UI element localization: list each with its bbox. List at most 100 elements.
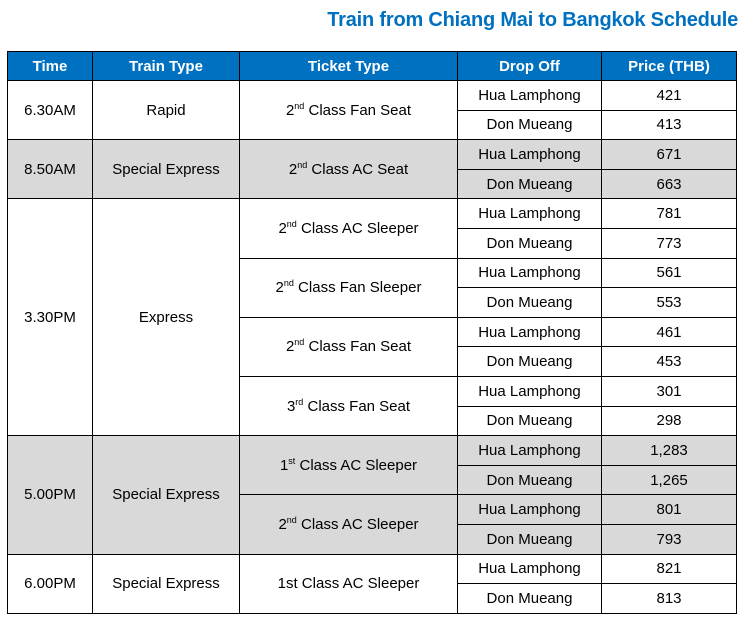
- drop-off-cell: Don Mueang: [457, 227, 602, 259]
- drop-off-cell: Hua Lamphong: [457, 316, 602, 348]
- ticket-type-cell: 2nd Class AC Seat: [239, 139, 458, 200]
- table-row: Don Mueang 553: [8, 287, 737, 318]
- ticket-type-cell: 2nd Class Fan Seat: [239, 316, 458, 377]
- ordinal-suffix: st: [288, 455, 296, 466]
- drop-off-cell: Don Mueang: [457, 168, 602, 200]
- ticket-type-cell: 1st Class AC Sleeper: [239, 553, 458, 614]
- price-cell: 793: [601, 523, 737, 555]
- drop-off-cell: Don Mueang: [457, 523, 602, 555]
- ordinal-suffix: nd: [286, 514, 297, 525]
- table-row: 3rd Class Fan Seat Hua Lamphong 301: [8, 375, 737, 437]
- table-row: Don Mueang 453: [8, 346, 737, 377]
- ticket-description: Class Fan Seat: [304, 338, 412, 356]
- drop-off-cell: Hua Lamphong: [457, 139, 602, 170]
- ticket-class: 2: [288, 160, 298, 178]
- price-cell: 301: [601, 375, 737, 407]
- header-ticket-type: Ticket Type: [239, 51, 458, 81]
- ticket-description: Class AC Sleeper: [296, 515, 419, 533]
- ordinal-suffix: nd: [294, 100, 305, 111]
- table-row: 5.00PM Special Express 1st Class AC Sleepe…: [7, 435, 737, 555]
- table-row: 2nd Class Fan Sleeper Hua Lamphong 561: [8, 257, 737, 318]
- drop-off-cell: Hua Lamphong: [457, 494, 602, 525]
- price-cell: 781: [601, 198, 737, 229]
- train-type-cell: Special Express: [92, 553, 240, 614]
- drop-off-cell: Don Mueang: [457, 464, 602, 496]
- ordinal-suffix: nd: [286, 218, 297, 229]
- drop-off-cell: Don Mueang: [457, 346, 602, 377]
- schedule-body: 6.30AM Rapid 2nd Class Fan Seat Hua Lamphon…: [7, 79, 737, 614]
- ticket-description: Class Fan Sleeper: [293, 279, 422, 297]
- header-row: Time Train Type Ticket Type Drop Off Pri…: [7, 51, 737, 81]
- header-train-type: Train Type: [92, 51, 240, 81]
- ordinal-suffix: nd: [294, 337, 305, 348]
- ticket-class: 2: [278, 219, 287, 237]
- drop-off-cell: Hua Lamphong: [457, 257, 602, 289]
- table-row: Don Mueang 663: [8, 168, 737, 200]
- ticket-class: 2: [278, 515, 287, 533]
- price-cell: 561: [601, 257, 737, 289]
- table-row: Don Mueang 413: [8, 109, 737, 141]
- time-cell: 3.30PM: [7, 198, 93, 437]
- ordinal-suffix: nd: [297, 159, 308, 170]
- price-cell: 1,283: [601, 435, 737, 466]
- header-time: Time: [7, 51, 93, 81]
- table-row: Don Mueang 813: [8, 583, 737, 614]
- ticket-description: Class AC Sleeper: [296, 219, 419, 237]
- price-cell: 813: [601, 583, 737, 614]
- time-cell: 5.00PM: [7, 435, 93, 555]
- header-drop-off: Drop Off: [457, 51, 602, 81]
- ticket-description: Class AC Seat: [307, 160, 409, 178]
- drop-off-cell: Don Mueang: [457, 109, 602, 141]
- price-cell: 801: [601, 494, 737, 525]
- time-cell: 6.00PM: [7, 553, 93, 614]
- ticket-class: 3: [286, 397, 296, 415]
- table-row: Don Mueang 793: [8, 523, 737, 555]
- ticket-class: 2: [275, 279, 284, 297]
- price-cell: 773: [601, 227, 737, 259]
- price-cell: 421: [601, 80, 737, 111]
- train-type-cell: Express: [92, 198, 240, 437]
- drop-off-cell: Hua Lamphong: [457, 375, 602, 407]
- table-row: Don Mueang 298: [8, 405, 737, 437]
- price-cell: 1,265: [601, 464, 737, 496]
- ticket-description: Class Fan Seat: [304, 101, 412, 119]
- drop-off-cell: Hua Lamphong: [457, 553, 602, 585]
- header-price: Price (THB): [601, 51, 737, 81]
- ticket-type-cell: 2nd Class Fan Seat: [239, 79, 458, 141]
- drop-off-cell: Don Mueang: [457, 405, 602, 437]
- price-cell: 413: [601, 109, 737, 141]
- drop-off-cell: Hua Lamphong: [457, 435, 602, 466]
- price-cell: 821: [601, 553, 737, 585]
- table-row: 2nd Class AC Sleeper Hua Lamphong 801: [8, 494, 737, 555]
- ticket-description: Class Fan Seat: [303, 397, 411, 415]
- price-cell: 461: [601, 316, 737, 348]
- ticket-class: 2: [285, 101, 295, 119]
- ticket-type-cell: 3rd Class Fan Seat: [239, 375, 458, 437]
- time-cell: 6.30AM: [7, 79, 93, 141]
- train-type-cell: Rapid: [92, 79, 240, 141]
- ticket-type-cell: 1st Class AC Sleeper: [239, 435, 458, 496]
- drop-off-cell: Hua Lamphong: [457, 80, 602, 111]
- table-row: 6.30AM Rapid 2nd Class Fan Seat Hua Lamphon…: [7, 79, 737, 141]
- table-row: 8.50AM Special Express 2nd Class AC Seat Hu…: [7, 139, 737, 200]
- table-row: 3.30PM Express 2nd Class AC Sleeper Hua Lam…: [7, 198, 737, 437]
- time-cell: 8.50AM: [7, 139, 93, 200]
- ticket-type-cell: 2nd Class AC Sleeper: [239, 198, 458, 259]
- price-cell: 453: [601, 346, 737, 377]
- ticket-class: 1: [279, 456, 289, 474]
- schedule-table: Time Train Type Ticket Type Drop Off Pri…: [7, 51, 737, 614]
- train-type-cell: Special Express: [92, 435, 240, 555]
- ticket-class: 2: [285, 338, 295, 356]
- train-type-cell: Special Express: [92, 139, 240, 200]
- ticket-class: 1st Class AC Sleeper: [277, 575, 420, 593]
- drop-off-cell: Hua Lamphong: [457, 198, 602, 229]
- price-cell: 671: [601, 139, 737, 170]
- price-cell: 298: [601, 405, 737, 437]
- table-row: 2nd Class Fan Seat Hua Lamphong 461: [8, 316, 737, 377]
- ordinal-suffix: nd: [283, 278, 294, 289]
- drop-off-cell: Don Mueang: [457, 287, 602, 318]
- ticket-description: Class AC Sleeper: [295, 456, 418, 474]
- drop-off-cell: Don Mueang: [457, 583, 602, 614]
- page-title: Train from Chiang Mai to Bangkok Schedul…: [327, 9, 738, 31]
- ticket-type-cell: 2nd Class Fan Sleeper: [239, 257, 458, 318]
